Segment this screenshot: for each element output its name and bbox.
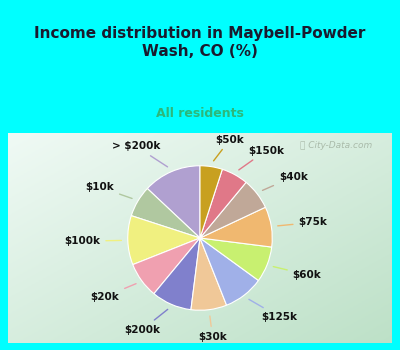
Wedge shape: [200, 238, 272, 280]
Wedge shape: [200, 182, 265, 238]
Wedge shape: [154, 238, 200, 310]
Text: $75k: $75k: [278, 217, 327, 228]
Wedge shape: [200, 207, 272, 247]
Text: All residents: All residents: [156, 106, 244, 120]
Wedge shape: [131, 189, 200, 238]
Wedge shape: [191, 238, 226, 310]
Wedge shape: [133, 238, 200, 294]
Text: > $200k: > $200k: [112, 141, 168, 167]
Text: $40k: $40k: [262, 172, 308, 190]
Text: $60k: $60k: [273, 267, 322, 280]
Wedge shape: [200, 169, 246, 238]
Wedge shape: [200, 166, 222, 238]
Text: $200k: $200k: [124, 309, 168, 335]
Text: $10k: $10k: [86, 182, 132, 198]
Text: Income distribution in Maybell-Powder
Wash, CO (%): Income distribution in Maybell-Powder Wa…: [34, 26, 366, 60]
Text: ⓘ City-Data.com: ⓘ City-Data.com: [300, 141, 372, 150]
Text: $50k: $50k: [214, 134, 244, 161]
Wedge shape: [147, 166, 200, 238]
Text: $20k: $20k: [90, 284, 136, 302]
Text: $100k: $100k: [64, 236, 121, 246]
Wedge shape: [200, 238, 258, 305]
Text: $30k: $30k: [198, 316, 227, 342]
Text: $150k: $150k: [239, 146, 284, 170]
Text: $125k: $125k: [249, 299, 297, 322]
Wedge shape: [128, 216, 200, 265]
